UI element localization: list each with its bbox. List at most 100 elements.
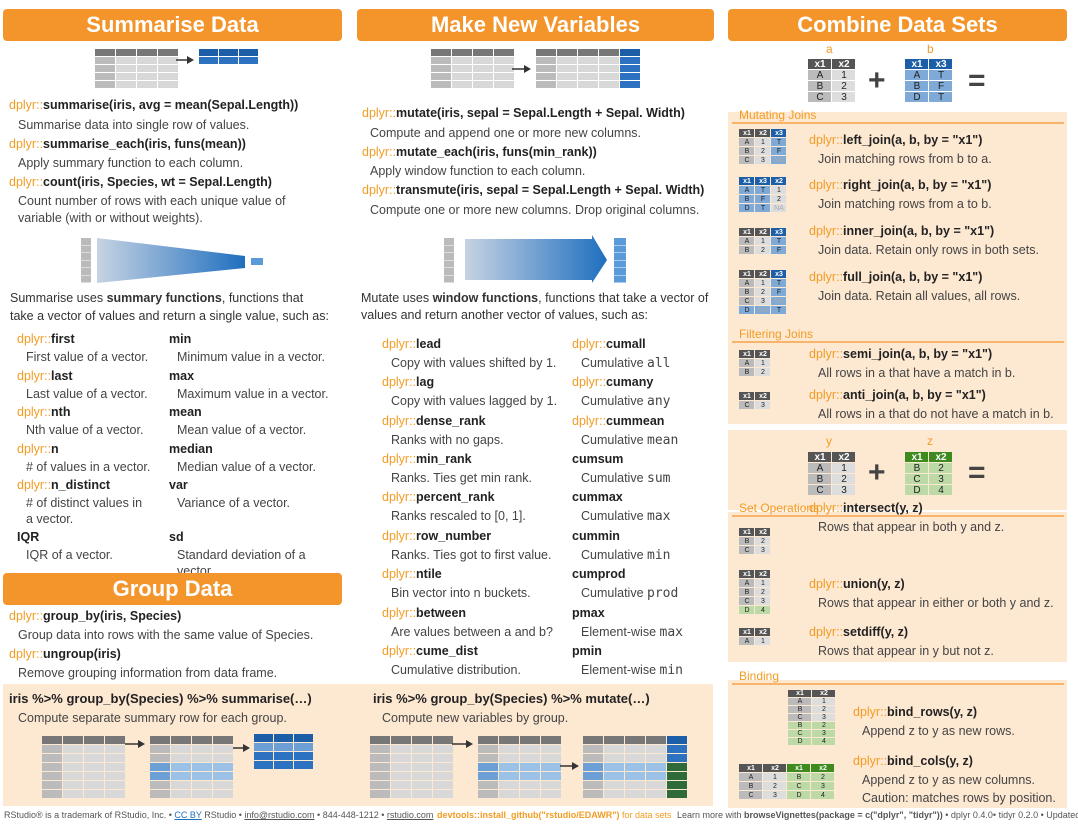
window-fn-r-0: dplyr::cumall	[572, 337, 646, 351]
svg-text:2: 2	[761, 289, 765, 296]
binds-desc-0: Append z to y as new rows.	[862, 724, 1015, 738]
svg-text:C: C	[744, 547, 749, 554]
svg-text:x1: x1	[743, 351, 751, 358]
count-desc: Count number of rows with each unique va…	[18, 194, 286, 208]
sets-desc-2: Rows that appear in y but not z.	[818, 644, 994, 658]
summary-fn-r-2: mean	[169, 405, 202, 419]
window-fn-7: dplyr::between	[382, 606, 467, 620]
svg-text:x2: x2	[759, 351, 767, 358]
svg-text:2: 2	[761, 247, 765, 254]
summary-fn-desc2-4: a vector.	[26, 512, 74, 526]
joins-desc-0: Join matching rows from b to a.	[818, 152, 992, 166]
window-fn-r-5: cummin	[572, 529, 620, 543]
mutate-group-arrow-1	[452, 740, 473, 748]
mutate-output-grid	[536, 49, 640, 88]
footer-mid: devtools::install_github("rstudio/EDAWR"…	[437, 810, 672, 820]
label-a: a	[826, 42, 833, 56]
binds-desc2-1: Caution: matches rows by position.	[862, 791, 1056, 805]
svg-text:x2: x2	[819, 765, 827, 772]
svg-text:3: 3	[822, 714, 826, 721]
summarise-arrow	[176, 56, 194, 64]
svg-text:C: C	[748, 792, 753, 799]
summary-fn-r-1: max	[169, 369, 195, 383]
equals-icon: =	[968, 64, 986, 97]
svg-text:B: B	[745, 369, 750, 376]
svg-text:x2: x2	[759, 529, 767, 536]
summary-fn-0: dplyr::first	[17, 332, 75, 346]
group-by-fn: dplyr::group_by(iris, Species)	[9, 609, 182, 623]
svg-text:T: T	[938, 92, 944, 103]
svg-text:4: 4	[822, 738, 826, 745]
table-z: x1 x2 B 2 C 3 D 4	[905, 452, 952, 496]
svg-text:x2: x2	[838, 452, 850, 463]
window-fn-1: dplyr::lag	[382, 375, 435, 389]
label-b: b	[927, 42, 934, 56]
filtering-sep	[732, 341, 1064, 343]
plus-icon: +	[868, 64, 886, 97]
svg-text:2: 2	[761, 589, 765, 596]
setops-sep	[732, 515, 1064, 517]
window-fn-r-desc-3: Cumulative sum	[581, 471, 671, 486]
mutate-input-grid	[431, 49, 514, 88]
svg-text:F: F	[777, 247, 781, 254]
site-link[interactable]: rstudio.com	[386, 810, 434, 820]
inner-join-table: x1 x2 x3 A 1 T B 2 F	[739, 228, 786, 254]
window-fn-desc-6: Bin vector into n buckets.	[391, 586, 531, 600]
transmute-desc: Compute one or more new columns. Drop or…	[370, 203, 700, 217]
mutate-group-input-grid	[370, 736, 453, 798]
count-desc-2: variable (with or without weights).	[18, 211, 203, 225]
ungroup-fn: dplyr::ungroup(iris)	[9, 647, 121, 661]
summary-fn-r-desc-5: Standard deviation of a	[177, 548, 306, 562]
sets-desc-1: Rows that appear in either or both y and…	[818, 596, 1054, 610]
svg-text:x2: x2	[935, 452, 947, 463]
svg-text:T: T	[777, 307, 782, 314]
svg-text:F: F	[938, 81, 944, 92]
summarise-each-fn: dplyr::summarise_each(iris, funs(mean))	[9, 137, 246, 151]
summarise-desc: Summarise data into single row of values…	[18, 118, 250, 132]
cc-link[interactable]: CC BY	[174, 810, 202, 820]
svg-text:2: 2	[841, 474, 847, 485]
summary-fn-desc-0: First value of a vector.	[26, 350, 149, 364]
summary-fn-r-desc-2: Mean value of a vector.	[177, 423, 307, 437]
svg-text:A: A	[817, 463, 824, 474]
svg-text:B: B	[914, 81, 921, 92]
grid-diagrams	[42, 49, 687, 798]
summarise-header: Summarise Data	[3, 9, 342, 41]
svg-text:1: 1	[761, 139, 765, 146]
svg-text:4: 4	[821, 792, 825, 799]
svg-text:2: 2	[761, 538, 765, 545]
svg-text:2: 2	[761, 148, 765, 155]
window-fn-6: dplyr::ntile	[382, 567, 442, 581]
combine-header: Combine Data Sets	[728, 9, 1067, 41]
svg-text:B: B	[745, 247, 750, 254]
semi-join-table: x1 x2 A 1 B 2	[739, 350, 770, 376]
svg-text:T: T	[761, 205, 766, 212]
svg-text:C: C	[744, 598, 749, 605]
svg-text:3: 3	[761, 402, 765, 409]
svg-text:T: T	[761, 187, 766, 194]
svg-text:x2: x2	[771, 765, 779, 772]
svg-text:2: 2	[821, 774, 825, 781]
summary-fn-r-desc-1: Maximum value in a vector.	[177, 387, 329, 401]
svg-text:2: 2	[773, 783, 777, 790]
mutate-header: Make New Variables	[357, 9, 714, 41]
svg-text:D: D	[744, 205, 749, 212]
svg-text:B: B	[749, 783, 754, 790]
email-link[interactable]: info@rstudio.com	[244, 810, 315, 820]
svg-text:x3: x3	[759, 178, 767, 185]
svg-text:x2: x2	[759, 393, 767, 400]
table-a: x1 x2 A 1 B 2 C 3	[808, 59, 855, 103]
table-b: x1 x3 A T B F D T	[905, 59, 952, 103]
window-fn-r-desc-5: Cumulative min	[581, 548, 671, 563]
combine-tables: x1 x2 A 1 B 2 C 3 x1 x3 A T B F D Tx1 x2 A 1 B 2 C 3 x1 x2 B 2 C 3 D 4…	[739, 59, 952, 799]
svg-text:B: B	[745, 289, 750, 296]
window-fn-r-7: pmax	[572, 606, 605, 620]
mutating-joins-label: Mutating Joins	[739, 108, 817, 122]
svg-text:1: 1	[761, 638, 765, 645]
label-z: z	[927, 434, 933, 448]
count-fn: dplyr::count(iris, Species, wt = Sepal.L…	[9, 175, 272, 189]
window-fn-desc-5: Ranks. Ties got to first value.	[391, 548, 552, 562]
svg-text:NA: NA	[758, 307, 768, 314]
filtering-joins-label: Filtering Joins	[739, 327, 814, 341]
svg-text:A: A	[745, 187, 750, 194]
